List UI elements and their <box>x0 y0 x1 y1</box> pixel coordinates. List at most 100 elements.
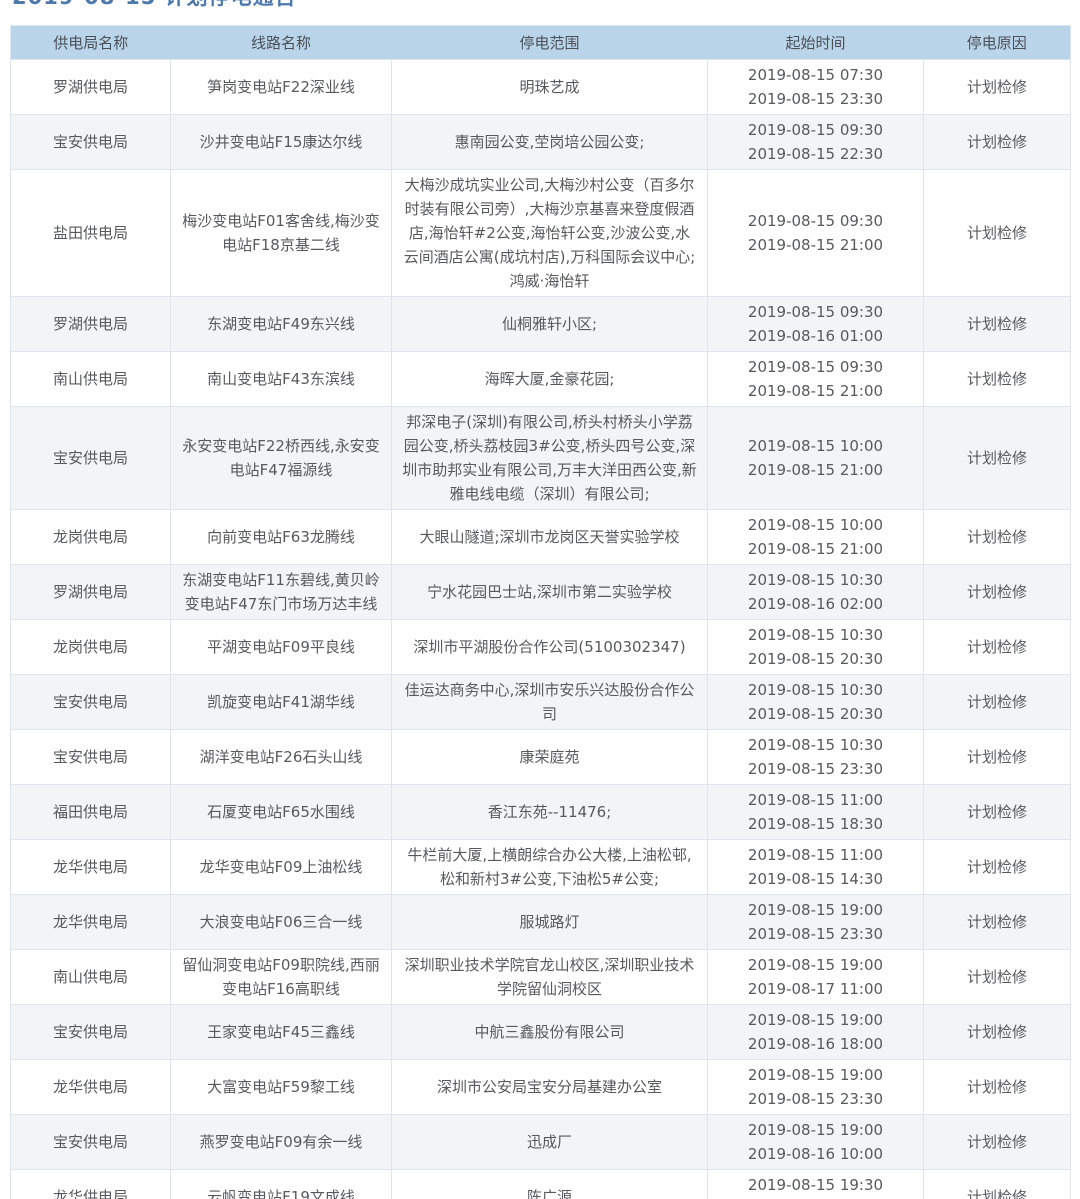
table-row: 龙华供电局 大富变电站F59黎工线 深圳市公安局宝安分局基建办公室 2019-0… <box>10 1059 1071 1115</box>
outage-table-header: 供电局名称 线路名称 停电范围 起始时间 停电原因 <box>10 25 1071 60</box>
cell-line: 大浪变电站F06三合一线 <box>170 894 392 950</box>
table-row: 宝安供电局 湖洋变电站F26石头山线 康荣庭苑 2019-08-15 10:30… <box>10 729 1071 785</box>
cell-line: 沙井变电站F15康达尔线 <box>170 114 392 170</box>
start-time: 2019-08-15 07:30 <box>747 66 884 84</box>
end-time: 2019-08-15 20:30 <box>747 650 884 668</box>
table-row: 龙华供电局 龙华变电站F09上油松线 牛栏前大厦,上横朗综合办公大楼,上油松邨,… <box>10 839 1071 895</box>
cell-reason: 计划检修 <box>923 1059 1071 1115</box>
cell-line: 梅沙变电站F01客舍线,梅沙变电站F18京基二线 <box>170 169 392 297</box>
cell-scope: 邦深电子(深圳)有限公司,桥头村桥头小学荔园公变,桥头荔枝园3#公变,桥头四号公… <box>391 406 708 510</box>
cell-line: 笋岗变电站F22深业线 <box>170 59 392 115</box>
cell-reason: 计划检修 <box>923 1114 1071 1170</box>
end-time: 2019-08-15 22:30 <box>747 145 884 163</box>
cell-bureau: 南山供电局 <box>10 351 171 407</box>
cell-scope: 深圳职业技术学院官龙山校区,深圳职业技术学院留仙洞校区 <box>391 949 708 1005</box>
cell-time: 2019-08-15 19:00 2019-08-17 11:00 <box>707 949 924 1005</box>
cell-scope: 宁水花园巴士站,深圳市第二实验学校 <box>391 564 708 620</box>
end-time: 2019-08-16 01:00 <box>747 327 884 345</box>
start-time: 2019-08-15 19:00 <box>747 956 884 974</box>
cell-scope: 陈广源 <box>391 1169 708 1199</box>
cell-scope: 迅成厂 <box>391 1114 708 1170</box>
cell-reason: 计划检修 <box>923 839 1071 895</box>
cell-bureau: 宝安供电局 <box>10 1114 171 1170</box>
end-time: 2019-08-15 21:00 <box>747 382 884 400</box>
cell-bureau: 罗湖供电局 <box>10 59 171 115</box>
outage-table: 供电局名称 线路名称 停电范围 起始时间 停电原因 罗湖供电局 笋岗变电站F22… <box>10 25 1071 1199</box>
table-row: 龙岗供电局 向前变电站F63龙腾线 大眼山隧道;深圳市龙岗区天誉实验学校 201… <box>10 509 1071 565</box>
cell-line: 王家变电站F45三鑫线 <box>170 1004 392 1060</box>
cell-reason: 计划检修 <box>923 784 1071 840</box>
end-time: 2019-08-15 21:00 <box>747 540 884 558</box>
table-row: 南山供电局 留仙洞变电站F09职院线,西丽变电站F16高职线 深圳职业技术学院官… <box>10 949 1071 1005</box>
cell-time: 2019-08-15 07:30 2019-08-15 23:30 <box>707 59 924 115</box>
cell-reason: 计划检修 <box>923 894 1071 950</box>
table-row: 龙岗供电局 平湖变电站F09平良线 深圳市平湖股份合作公司(5100302347… <box>10 619 1071 675</box>
cell-time: 2019-08-15 11:00 2019-08-15 18:30 <box>707 784 924 840</box>
cell-time: 2019-08-15 10:30 2019-08-16 02:00 <box>707 564 924 620</box>
column-header-reason: 停电原因 <box>923 25 1071 60</box>
cell-scope: 深圳市公安局宝安分局基建办公室 <box>391 1059 708 1115</box>
start-time: 2019-08-15 11:00 <box>747 791 884 809</box>
cell-reason: 计划检修 <box>923 1169 1071 1199</box>
cell-line: 大富变电站F59黎工线 <box>170 1059 392 1115</box>
table-row: 罗湖供电局 笋岗变电站F22深业线 明珠艺成 2019-08-15 07:30 … <box>10 59 1071 115</box>
page-title-clipped-container: 2019-08-15 计划停电通告 <box>12 0 1080 11</box>
column-header-time: 起始时间 <box>707 25 924 60</box>
start-time: 2019-08-15 10:30 <box>747 681 884 699</box>
end-time: 2019-08-15 23:30 <box>747 90 884 108</box>
outage-table-container: 供电局名称 线路名称 停电范围 起始时间 停电原因 罗湖供电局 笋岗变电站F22… <box>10 25 1071 1199</box>
start-time: 2019-08-15 19:00 <box>747 1066 884 1084</box>
cell-scope: 海晖大厦,金豪花园; <box>391 351 708 407</box>
cell-bureau: 盐田供电局 <box>10 169 171 297</box>
table-row: 南山供电局 南山变电站F43东滨线 海晖大厦,金豪花园; 2019-08-15 … <box>10 351 1071 407</box>
cell-bureau: 福田供电局 <box>10 784 171 840</box>
cell-scope: 惠南园公变,茔岗培公园公变; <box>391 114 708 170</box>
cell-bureau: 宝安供电局 <box>10 406 171 510</box>
start-time: 2019-08-15 19:00 <box>747 1121 884 1139</box>
cell-scope: 康荣庭苑 <box>391 729 708 785</box>
cell-reason: 计划检修 <box>923 949 1071 1005</box>
cell-line: 留仙洞变电站F09职院线,西丽变电站F16高职线 <box>170 949 392 1005</box>
start-time: 2019-08-15 10:00 <box>747 437 884 455</box>
cell-time: 2019-08-15 09:30 2019-08-15 21:00 <box>707 351 924 407</box>
start-time: 2019-08-15 09:30 <box>747 212 884 230</box>
start-time: 2019-08-15 10:30 <box>747 626 884 644</box>
cell-scope: 中航三鑫股份有限公司 <box>391 1004 708 1060</box>
end-time: 2019-08-15 14:30 <box>747 870 884 888</box>
cell-line: 燕罗变电站F09有余一线 <box>170 1114 392 1170</box>
page-title: 2019-08-15 计划停电通告 <box>12 0 1080 10</box>
table-row: 福田供电局 石厦变电站F65水围线 香江东苑--11476; 2019-08-1… <box>10 784 1071 840</box>
start-time: 2019-08-15 10:00 <box>747 516 884 534</box>
cell-bureau: 宝安供电局 <box>10 674 171 730</box>
cell-line: 石厦变电站F65水围线 <box>170 784 392 840</box>
cell-line: 云帆变电站F19文成线 <box>170 1169 392 1199</box>
start-time: 2019-08-15 11:00 <box>747 846 884 864</box>
end-time: 2019-08-16 10:00 <box>747 1145 884 1163</box>
header-row: 供电局名称 线路名称 停电范围 起始时间 停电原因 <box>10 25 1071 60</box>
column-header-line: 线路名称 <box>170 25 392 60</box>
cell-line: 向前变电站F63龙腾线 <box>170 509 392 565</box>
cell-line: 永安变电站F22桥西线,永安变电站F47福源线 <box>170 406 392 510</box>
cell-reason: 计划检修 <box>923 729 1071 785</box>
table-row: 宝安供电局 王家变电站F45三鑫线 中航三鑫股份有限公司 2019-08-15 … <box>10 1004 1071 1060</box>
column-header-scope: 停电范围 <box>391 25 708 60</box>
end-time: 2019-08-15 20:30 <box>747 705 884 723</box>
cell-bureau: 宝安供电局 <box>10 1004 171 1060</box>
cell-time: 2019-08-15 10:00 2019-08-15 21:00 <box>707 406 924 510</box>
cell-time: 2019-08-15 19:00 2019-08-15 23:30 <box>707 1059 924 1115</box>
cell-reason: 计划检修 <box>923 619 1071 675</box>
cell-line: 平湖变电站F09平良线 <box>170 619 392 675</box>
cell-reason: 计划检修 <box>923 674 1071 730</box>
end-time: 2019-08-16 02:00 <box>747 595 884 613</box>
cell-bureau: 龙华供电局 <box>10 1169 171 1199</box>
end-time: 2019-08-15 23:30 <box>747 760 884 778</box>
cell-time: 2019-08-15 10:30 2019-08-15 20:30 <box>707 619 924 675</box>
outage-table-body: 罗湖供电局 笋岗变电站F22深业线 明珠艺成 2019-08-15 07:30 … <box>10 59 1071 1199</box>
cell-reason: 计划检修 <box>923 114 1071 170</box>
cell-time: 2019-08-15 11:00 2019-08-15 14:30 <box>707 839 924 895</box>
table-row: 宝安供电局 凯旋变电站F41湖华线 佳运达商务中心,深圳市安乐兴达股份合作公司 … <box>10 674 1071 730</box>
cell-bureau: 龙华供电局 <box>10 1059 171 1115</box>
cell-time: 2019-08-15 09:30 2019-08-16 01:00 <box>707 296 924 352</box>
end-time: 2019-08-15 21:00 <box>747 236 884 254</box>
